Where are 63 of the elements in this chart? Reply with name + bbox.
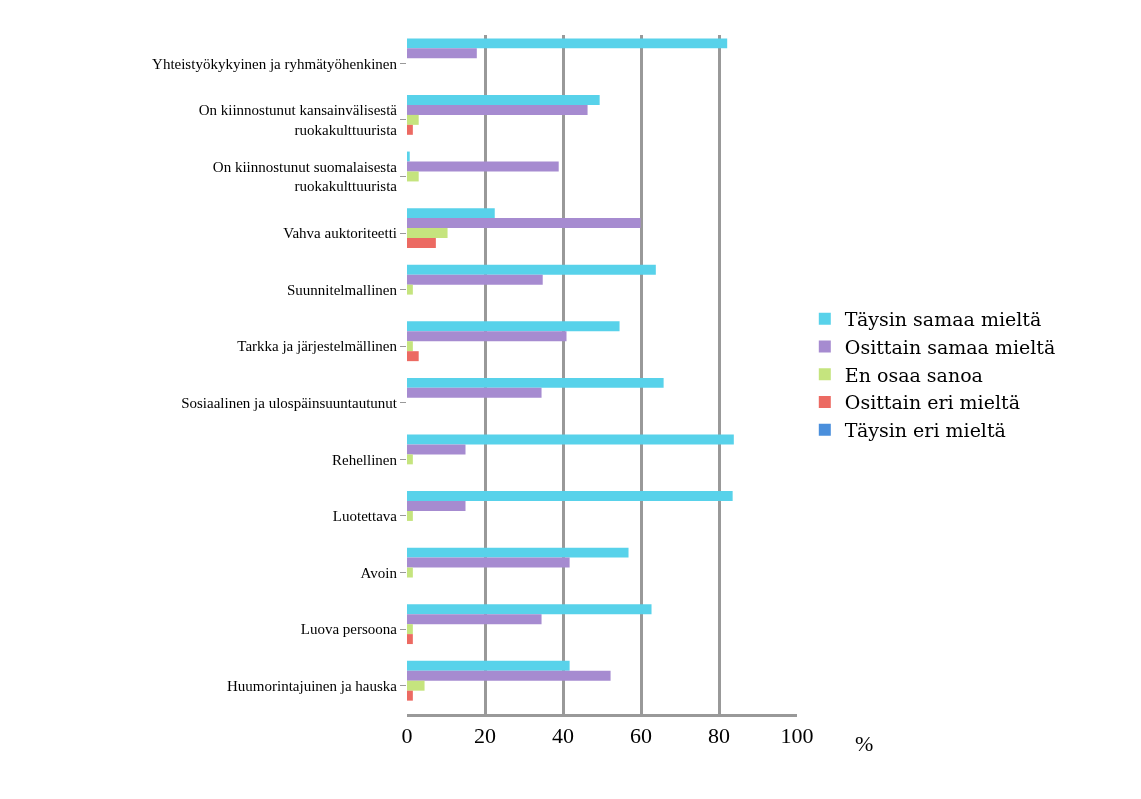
bar bbox=[407, 94, 600, 105]
bar bbox=[407, 567, 413, 578]
bar bbox=[407, 284, 413, 295]
x-tick-label: 60 bbox=[630, 723, 652, 749]
bar bbox=[407, 454, 413, 465]
bar bbox=[407, 634, 413, 645]
y-tick-label: Suunnitelmallinen bbox=[287, 281, 398, 298]
bar bbox=[407, 557, 570, 568]
bar bbox=[407, 48, 477, 59]
bar bbox=[407, 104, 588, 115]
bar bbox=[407, 387, 542, 398]
x-tick-label: 80 bbox=[708, 723, 730, 749]
y-tick-label: On kiinnostunut suomalaisesta ruokakulttuurista bbox=[212, 158, 398, 195]
bar bbox=[407, 274, 543, 285]
bar bbox=[407, 547, 629, 558]
bar bbox=[407, 670, 611, 681]
x-tick-label: 20 bbox=[474, 723, 496, 749]
y-tick-label: Avoin bbox=[360, 564, 398, 581]
bar bbox=[407, 321, 620, 332]
bar bbox=[407, 377, 664, 388]
bar bbox=[407, 331, 567, 342]
y-tick-label: Yhteistyökykyinen ja ryhmätyöhenkinen bbox=[152, 55, 398, 72]
bar bbox=[407, 604, 652, 615]
bar bbox=[407, 614, 542, 625]
bar bbox=[407, 444, 466, 455]
legend-label: Osittain samaa mieltä bbox=[844, 335, 1056, 358]
bar bbox=[407, 114, 419, 125]
legend-label: Täysin samaa mieltä bbox=[844, 308, 1042, 331]
bar bbox=[407, 501, 466, 511]
bar bbox=[407, 510, 413, 521]
bar bbox=[407, 124, 413, 135]
bar bbox=[407, 660, 570, 671]
x-tick-label: 40 bbox=[552, 723, 574, 749]
bar bbox=[407, 680, 425, 691]
x-tick-label: 0 bbox=[401, 723, 413, 749]
bar bbox=[407, 264, 656, 275]
bar bbox=[407, 624, 413, 635]
bar bbox=[407, 38, 728, 49]
y-tick-label: Luova persoona bbox=[300, 621, 398, 638]
legend-label: Osittain eri mieltä bbox=[844, 391, 1020, 414]
bar bbox=[407, 171, 419, 182]
y-tick-label: On kiinnostunut kansainvälisestä ruokakulttuurista bbox=[198, 102, 398, 138]
bar bbox=[407, 228, 448, 239]
bar bbox=[407, 151, 410, 162]
bar bbox=[407, 434, 734, 445]
x-axis-title: % bbox=[855, 731, 874, 756]
y-tick-label: Tarkka ja järjestelmällinen bbox=[237, 338, 398, 355]
y-tick-label: Sosiaalinen ja ulospäinsuuntautunut bbox=[181, 395, 398, 412]
y-tick-label: Vahva auktoriteetti bbox=[283, 225, 397, 242]
legend-label: En osaa sanoa bbox=[844, 363, 983, 386]
legend-label: Täysin eri mieltä bbox=[844, 419, 1006, 442]
bar bbox=[407, 208, 495, 219]
y-tick-label: Huumorintajuinen ja hauska bbox=[227, 677, 398, 694]
bar bbox=[407, 351, 419, 362]
bar bbox=[407, 161, 559, 172]
bar bbox=[407, 218, 641, 229]
bar bbox=[407, 491, 733, 502]
x-tick-label: 100 bbox=[780, 723, 814, 749]
bar bbox=[407, 690, 413, 701]
bar bbox=[407, 341, 413, 352]
y-tick-label: Luotettava bbox=[332, 508, 398, 525]
y-tick-label: Rehellinen bbox=[332, 451, 398, 468]
bar bbox=[407, 238, 436, 248]
